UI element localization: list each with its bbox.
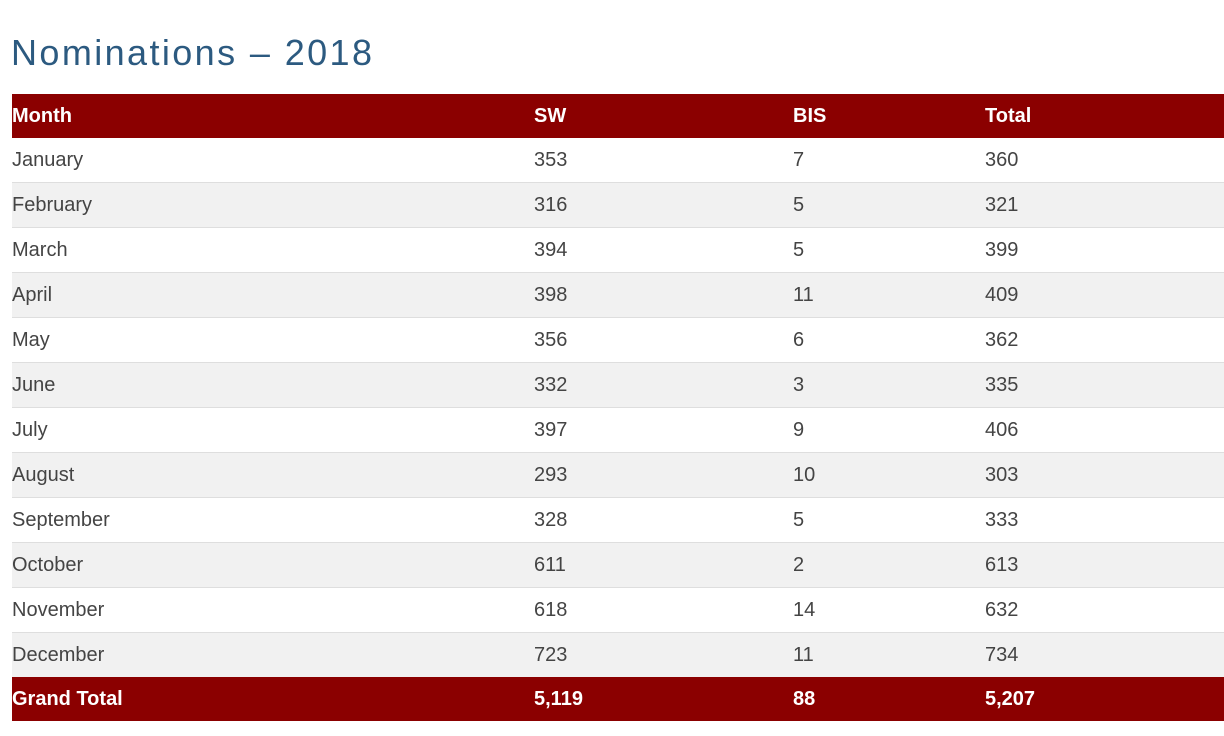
cell-bis: 6 [793, 317, 985, 363]
cell-sw: 618 [534, 587, 793, 633]
cell-bis: 2 [793, 542, 985, 588]
cell-month: September [12, 497, 534, 543]
cell-month: March [12, 227, 534, 273]
cell-total: 632 [985, 587, 1224, 633]
cell-month: December [12, 632, 534, 677]
footer-sw-total: 5,119 [534, 687, 583, 710]
table-row: July 397 9 406 [12, 407, 1224, 453]
table-row: August 293 10 303 [12, 452, 1224, 498]
cell-bis: 3 [793, 362, 985, 408]
cell-sw: 353 [534, 148, 568, 171]
cell-total: 362 [985, 317, 1224, 363]
cell-total: 406 [985, 407, 1224, 453]
cell-bis: 11 [793, 632, 985, 677]
cell-total: 409 [985, 272, 1224, 318]
table-row: April 398 11 409 [12, 272, 1224, 318]
cell-sw: 293 [534, 452, 793, 498]
table-row: November 618 14 632 [12, 587, 1224, 633]
cell-bis: 5 [793, 182, 985, 228]
cell-sw: 611 [534, 542, 793, 588]
cell-sw: 316 [534, 182, 793, 228]
table-row: June 332 3 335 [12, 362, 1224, 408]
cell-bis: 9 [793, 407, 985, 453]
header-month: Month [12, 104, 72, 127]
table-row: March 394 5 399 [12, 227, 1224, 273]
table-row: May 356 6 362 [12, 317, 1224, 363]
cell-sw: 394 [534, 227, 793, 273]
table-row: February 316 5 321 [12, 182, 1224, 228]
cell-month: July [12, 407, 534, 453]
cell-month: January [12, 148, 84, 171]
cell-total: 360 [985, 148, 1019, 171]
cell-month: May [12, 317, 534, 363]
cell-month: August [12, 452, 534, 498]
table-row: September 328 5 333 [12, 497, 1224, 543]
cell-bis: 5 [793, 227, 985, 273]
cell-sw: 723 [534, 632, 793, 677]
header-sw: SW [534, 104, 567, 127]
cell-month: April [12, 272, 534, 318]
cell-bis: 10 [793, 452, 985, 498]
table-header-row: Month SW BIS Total [12, 94, 1224, 138]
footer-label: Grand Total [12, 687, 123, 710]
cell-total: 335 [985, 362, 1224, 408]
table-row: December 723 11 734 [12, 632, 1224, 677]
header-total: Total [985, 104, 1032, 127]
cell-total: 399 [985, 227, 1224, 273]
cell-total: 303 [985, 452, 1224, 498]
footer-grand-total: 5,207 [985, 687, 1036, 710]
footer-bis-total: 88 [793, 687, 816, 710]
cell-bis: 11 [793, 272, 985, 318]
cell-sw: 398 [534, 272, 793, 318]
table-row: January 353 7 360 [12, 138, 1224, 183]
cell-total: 613 [985, 542, 1224, 588]
page-title: Nominations – 2018 [11, 32, 375, 73]
cell-sw: 356 [534, 317, 793, 363]
cell-month: February [12, 182, 534, 228]
cell-month: June [12, 362, 534, 408]
cell-total: 734 [985, 632, 1224, 677]
cell-sw: 332 [534, 362, 793, 408]
cell-sw: 328 [534, 497, 793, 543]
cell-sw: 397 [534, 407, 793, 453]
cell-bis: 14 [793, 587, 985, 633]
grand-total-row: Grand Total 5,119 88 5,207 [12, 677, 1224, 721]
cell-bis: 5 [793, 497, 985, 543]
cell-total: 333 [985, 497, 1224, 543]
cell-bis: 7 [793, 148, 805, 171]
nominations-table: Month SW BIS Total January 353 7 360 Feb… [12, 94, 1224, 721]
cell-total: 321 [985, 182, 1224, 228]
table-row: October 611 2 613 [12, 542, 1224, 588]
header-bis: BIS [793, 104, 827, 127]
cell-month: November [12, 587, 534, 633]
cell-month: October [12, 542, 534, 588]
